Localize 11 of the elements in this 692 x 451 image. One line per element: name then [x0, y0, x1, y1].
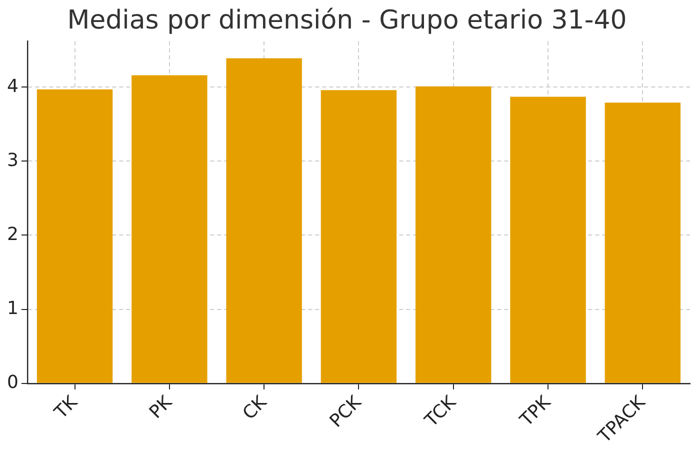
y-tick-label: 3: [7, 150, 18, 171]
y-tick-label: 1: [7, 298, 18, 319]
chart-title: Medias por dimensión - Grupo etario 31-40: [67, 5, 627, 36]
x-tick-label: CK: [238, 391, 272, 424]
x-tick-label: TPK: [516, 391, 556, 432]
y-tick-label: 0: [7, 372, 18, 394]
y-tick-label: 2: [7, 224, 18, 245]
x-tick-label: TK: [50, 391, 82, 424]
x-tick-label: PK: [145, 391, 178, 423]
x-tick-label: TCK: [420, 391, 462, 432]
y-tick-label: 4: [7, 76, 18, 97]
